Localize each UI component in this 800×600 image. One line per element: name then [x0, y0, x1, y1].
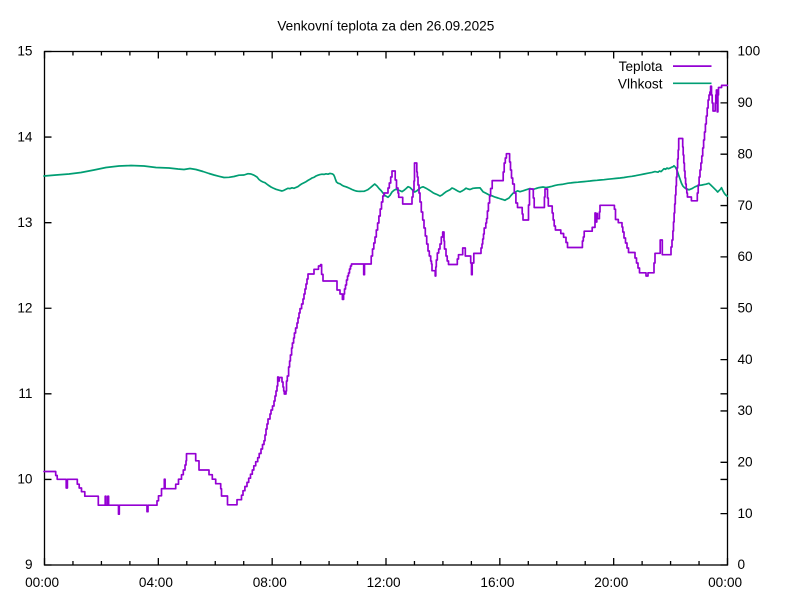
svg-text:04:00: 04:00	[139, 575, 173, 590]
svg-text:0: 0	[738, 557, 746, 572]
svg-text:00:00: 00:00	[708, 575, 742, 590]
svg-text:20:00: 20:00	[594, 575, 628, 590]
svg-text:100: 100	[738, 44, 761, 59]
svg-text:12:00: 12:00	[367, 575, 401, 590]
svg-text:10: 10	[738, 506, 754, 521]
svg-text:20: 20	[738, 455, 754, 470]
svg-text:14: 14	[17, 129, 33, 144]
svg-text:13: 13	[17, 215, 32, 230]
svg-text:12: 12	[17, 300, 32, 315]
svg-text:90: 90	[738, 95, 754, 110]
svg-text:11: 11	[18, 386, 32, 401]
svg-text:Venkovní teplota za den 26.09.: Venkovní teplota za den 26.09.2025	[277, 19, 494, 34]
svg-text:Vlhkost: Vlhkost	[618, 76, 663, 91]
svg-text:30: 30	[738, 403, 754, 418]
svg-text:60: 60	[738, 249, 754, 264]
svg-text:10: 10	[17, 472, 33, 487]
svg-text:9: 9	[25, 557, 33, 572]
svg-text:80: 80	[738, 146, 754, 161]
svg-text:50: 50	[738, 300, 754, 315]
svg-text:00:00: 00:00	[25, 575, 59, 590]
svg-text:16:00: 16:00	[480, 575, 514, 590]
svg-text:40: 40	[738, 352, 754, 367]
svg-text:08:00: 08:00	[253, 575, 287, 590]
svg-text:Teplota: Teplota	[619, 59, 663, 74]
svg-text:15: 15	[17, 44, 32, 59]
svg-text:70: 70	[738, 198, 754, 213]
